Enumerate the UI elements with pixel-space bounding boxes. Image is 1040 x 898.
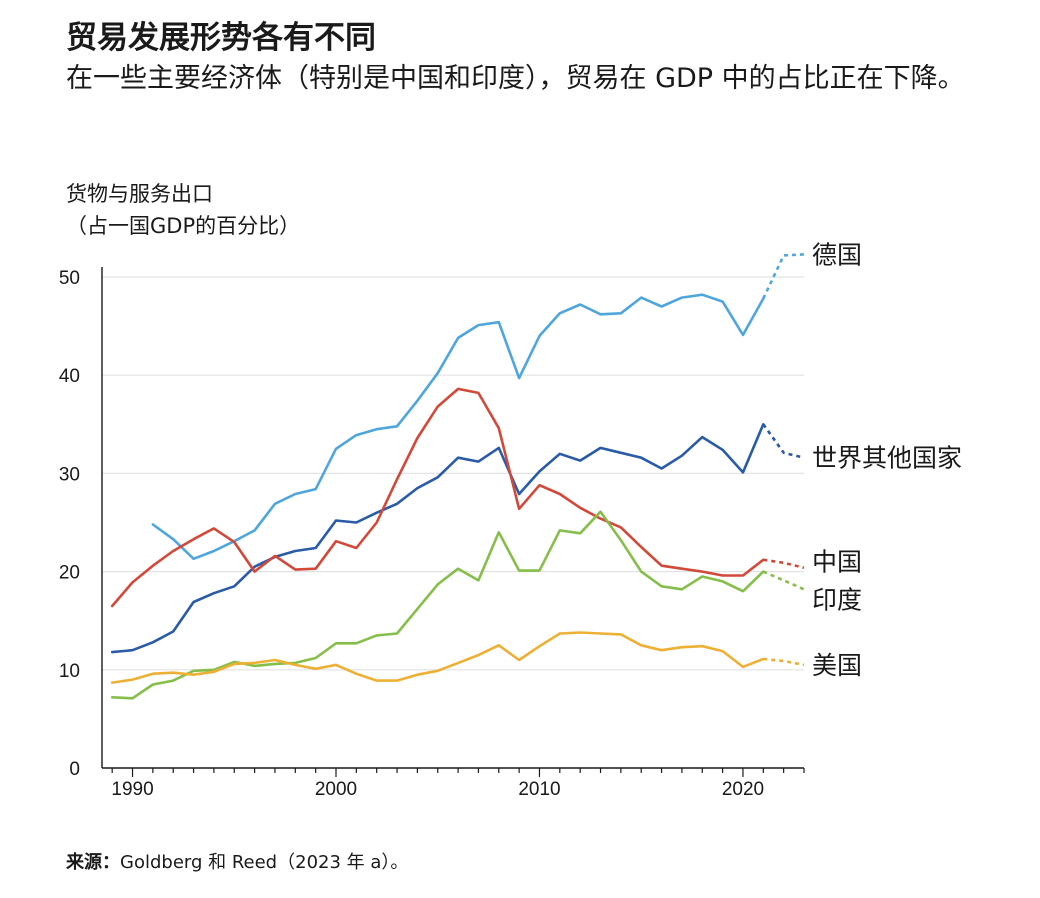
page-title: 贸易发展形势各有不同 xyxy=(66,20,376,56)
y-axis-title: 货物与服务出口 xyxy=(66,182,213,206)
source-note: 来源：Goldberg 和 Reed（2023 年 a）。 xyxy=(66,850,408,876)
axes: 0 10 20 30 40 50 1990 2000 2010 2020 xyxy=(59,267,805,800)
series-line-0 xyxy=(151,293,765,561)
source-label: 来源： xyxy=(66,852,120,873)
y-tick-label: 0 xyxy=(69,759,80,780)
series-label-0: 德国 xyxy=(812,240,862,269)
y-tick-label: 10 xyxy=(59,661,80,682)
y-axis-unit: （占一国GDP的百分比） xyxy=(66,214,301,238)
page-subtitle: 在一些主要经济体（特别是中国和印度），贸易在 GDP 中的占比正在下降。 xyxy=(66,63,965,94)
series-line-1 xyxy=(110,422,765,654)
y-tick-label: 40 xyxy=(59,366,80,387)
y-tick-label: 20 xyxy=(59,563,80,584)
source-text: Goldberg 和 Reed（2023 年 a）。 xyxy=(120,852,409,873)
series-projection-3 xyxy=(762,570,805,591)
x-tick-label: 2020 xyxy=(722,779,764,800)
series-label-2: 中国 xyxy=(812,548,862,577)
series-projection-1 xyxy=(762,423,805,459)
series-projection-2 xyxy=(763,558,805,569)
y-tick-label: 50 xyxy=(59,268,80,289)
series-line-2 xyxy=(110,387,765,608)
grid-lines xyxy=(102,276,804,671)
series-line-3 xyxy=(110,510,765,700)
series-label-3: 印度 xyxy=(812,585,862,614)
series-lines xyxy=(110,253,805,700)
series-projection-4 xyxy=(763,657,805,667)
x-tick-label: 2000 xyxy=(315,779,357,800)
series-label-4: 美国 xyxy=(812,651,862,680)
series-line-4 xyxy=(110,631,765,684)
x-tick-label: 1990 xyxy=(111,779,153,800)
y-tick-label: 30 xyxy=(59,464,80,485)
x-tick-label: 2010 xyxy=(518,779,560,800)
series-label-1: 世界其他国家 xyxy=(812,444,962,473)
